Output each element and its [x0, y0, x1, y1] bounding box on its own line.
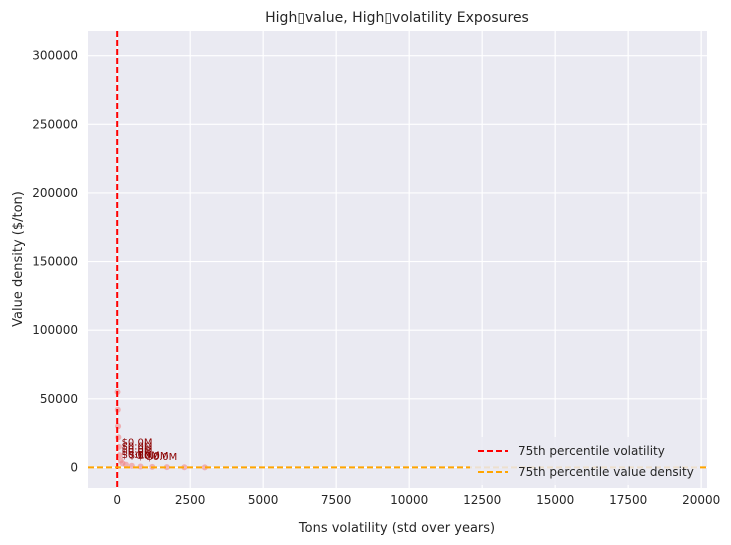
y-tick-label: 150000: [32, 255, 78, 269]
data-point: [122, 461, 129, 468]
point-annotation: $0.0M: [122, 447, 153, 458]
point-annotation: $0.0M: [122, 437, 153, 448]
x-tick-label: 20000: [682, 493, 720, 507]
legend-label-volatility: 75th percentile volatility: [518, 444, 665, 458]
y-tick-label: 200000: [32, 186, 78, 200]
y-axis-label: Value density ($/ton): [11, 191, 26, 327]
point-annotation: $0.0M: [138, 451, 169, 462]
x-tick-labels: 0 2500 5000 7500 10000 12500 15000 17500 20000: [113, 493, 720, 507]
x-tick-label: 15000: [536, 493, 574, 507]
x-tick-label: 10000: [390, 493, 428, 507]
y-tick-labels: 0 50000 100000 150000 200000 250000 300000: [32, 49, 78, 475]
grid: [88, 31, 707, 488]
y-tick-label: 300000: [32, 49, 78, 63]
x-tick-label: 5000: [248, 493, 279, 507]
x-tick-label: 0: [113, 493, 121, 507]
point-annotation: $0.0M: [122, 450, 153, 461]
data-point: [181, 464, 188, 471]
x-axis-label: Tons volatility (std over years): [298, 521, 495, 536]
y-tick-label: 100000: [32, 323, 78, 337]
y-tick-label: 0: [70, 460, 78, 474]
x-tick-label: 12500: [463, 493, 501, 507]
legend: 75th percentile volatility 75th percenti…: [470, 437, 700, 485]
chart-title: High▯value, High▯volatility Exposures: [265, 10, 529, 26]
point-annotation: $0.0M: [129, 450, 160, 461]
legend-label-value-density: 75th percentile value density: [518, 465, 694, 479]
point-annotation: $0.0M: [122, 444, 153, 455]
x-tick-label: 2500: [175, 493, 206, 507]
y-tick-label: 50000: [40, 392, 78, 406]
x-tick-label: 17500: [609, 493, 647, 507]
point-annotation: $0.0M: [122, 442, 153, 453]
data-point: [163, 464, 170, 471]
plot-background: [88, 31, 707, 488]
data-point: [201, 464, 208, 471]
annotations: $0.0M$0.0M$0.0M$0.0M$0.0M$0.0M$0.0M$0.0M: [122, 437, 178, 462]
legend-box: [470, 437, 700, 485]
data-points: [114, 388, 208, 471]
y-tick-label: 250000: [32, 117, 78, 131]
x-tick-label: 7500: [321, 493, 352, 507]
point-annotation: $0.0M: [146, 452, 177, 463]
